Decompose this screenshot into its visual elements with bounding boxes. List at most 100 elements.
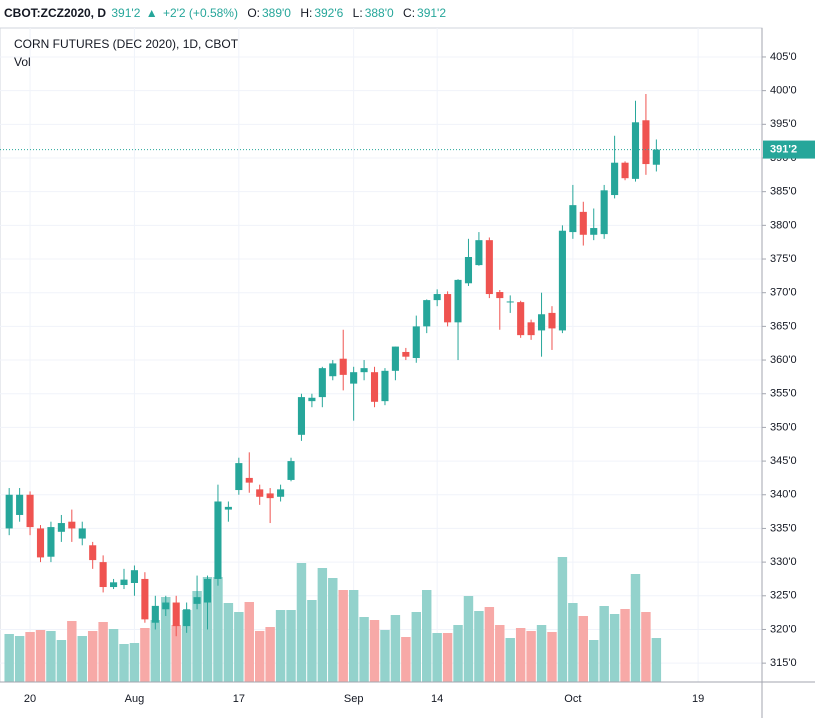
volume-bar xyxy=(275,610,286,682)
candle-body xyxy=(172,602,180,627)
candle-body xyxy=(36,528,45,558)
candle-body xyxy=(57,523,65,532)
candle-body xyxy=(162,602,170,610)
candle-body xyxy=(444,294,452,323)
candle-body xyxy=(642,120,650,165)
candle-body xyxy=(193,597,201,604)
candle-body xyxy=(475,240,483,266)
volume-bar xyxy=(620,609,630,682)
volume-bar xyxy=(401,637,411,682)
volume-bar xyxy=(150,620,161,682)
volume-bar xyxy=(422,590,432,682)
volume-bar xyxy=(171,625,181,682)
header: CBOT:ZCZ2020, D 391'2 ▲ +2'2 (+0.58%) O:… xyxy=(4,6,448,20)
symbol: CBOT:ZCZ2020, D xyxy=(4,6,107,20)
candle-body xyxy=(214,501,222,579)
candle-body xyxy=(99,562,107,588)
volume-bar xyxy=(286,610,296,682)
volume-bar xyxy=(265,627,275,682)
candle-body xyxy=(412,326,420,359)
candle-body xyxy=(203,578,212,603)
chart-title: CORN FUTURES (DEC 2020), 1D, CBOT xyxy=(14,37,239,51)
y-tick-label: 335'0 xyxy=(770,522,797,534)
volume-bar xyxy=(348,590,359,682)
volume-bar xyxy=(453,625,463,682)
candle-body xyxy=(318,368,326,398)
candle-body xyxy=(621,162,629,179)
volume-bar xyxy=(244,602,254,682)
y-tick-label: 325'0 xyxy=(770,590,797,602)
candle-body xyxy=(506,301,514,303)
volume-bar xyxy=(568,603,578,682)
candle-body xyxy=(391,346,399,371)
high-label: H: xyxy=(300,6,313,20)
low-value: 388'0 xyxy=(364,6,394,20)
candle-body xyxy=(631,122,640,179)
volume-bar xyxy=(432,633,442,682)
candle-body xyxy=(517,302,525,336)
candle-body xyxy=(68,521,76,529)
candle-body xyxy=(141,578,149,620)
volume-bar xyxy=(254,631,265,682)
candle-body xyxy=(423,300,431,327)
candle-body xyxy=(89,545,97,561)
x-tick-label: Oct xyxy=(564,693,581,705)
candle-body xyxy=(381,370,389,402)
volume-bar xyxy=(505,638,515,682)
volume-bar xyxy=(630,574,641,682)
high-value: 392'6 xyxy=(314,6,344,20)
volume-bar xyxy=(515,628,526,682)
volume-bar xyxy=(589,640,599,682)
candle-body xyxy=(652,149,660,165)
volume-bar xyxy=(369,620,380,682)
volume-bar xyxy=(161,597,171,682)
volume-bar xyxy=(56,640,67,682)
volume-bar xyxy=(599,606,609,682)
candle-body xyxy=(600,190,608,235)
y-tick-label: 375'0 xyxy=(770,253,797,265)
volume-bar xyxy=(380,630,390,682)
x-tick-label: 17 xyxy=(233,693,245,705)
volume-bar xyxy=(192,591,202,682)
y-tick-label: 385'0 xyxy=(770,186,797,198)
candle-body xyxy=(558,230,566,331)
volume-bar xyxy=(77,636,87,682)
volume-bar xyxy=(328,578,338,682)
volume-bar xyxy=(296,563,307,682)
volume-bar xyxy=(442,633,453,682)
candle-body xyxy=(485,240,493,295)
volume-bar xyxy=(484,607,495,682)
volume-bar xyxy=(547,632,557,682)
candle-body xyxy=(496,292,504,299)
candle-body xyxy=(339,358,347,375)
volume-bar xyxy=(641,612,651,682)
open-value: 389'0 xyxy=(261,6,291,20)
y-tick-label: 320'0 xyxy=(770,623,797,635)
y-tick-label: 340'0 xyxy=(770,489,797,501)
candle-body xyxy=(537,314,546,331)
candle-body xyxy=(569,205,577,233)
volume-bar xyxy=(578,616,589,682)
volume-bar xyxy=(307,600,317,682)
candle-body xyxy=(454,279,462,323)
last-price-badge xyxy=(763,140,815,159)
y-tick-label: 365'0 xyxy=(770,320,797,332)
y-tick-label: 330'0 xyxy=(770,556,797,568)
candle-body xyxy=(245,477,253,483)
candle-body xyxy=(47,527,55,557)
close-label: C: xyxy=(403,6,416,20)
volume-bar xyxy=(234,612,244,682)
volume-bar xyxy=(202,577,213,682)
y-tick-label: 400'0 xyxy=(770,85,797,97)
volume-bar xyxy=(14,636,25,682)
volume-bar xyxy=(474,611,484,682)
candle-body xyxy=(277,489,285,497)
last-price-label: 391'2 xyxy=(770,143,797,155)
volume-bar xyxy=(98,622,108,682)
x-tick-label: Aug xyxy=(125,693,145,705)
volume-bar xyxy=(536,625,547,682)
volume-bar xyxy=(108,629,119,682)
volume-bar xyxy=(213,577,223,682)
y-tick-label: 360'0 xyxy=(770,354,797,366)
candle-body xyxy=(433,294,441,301)
